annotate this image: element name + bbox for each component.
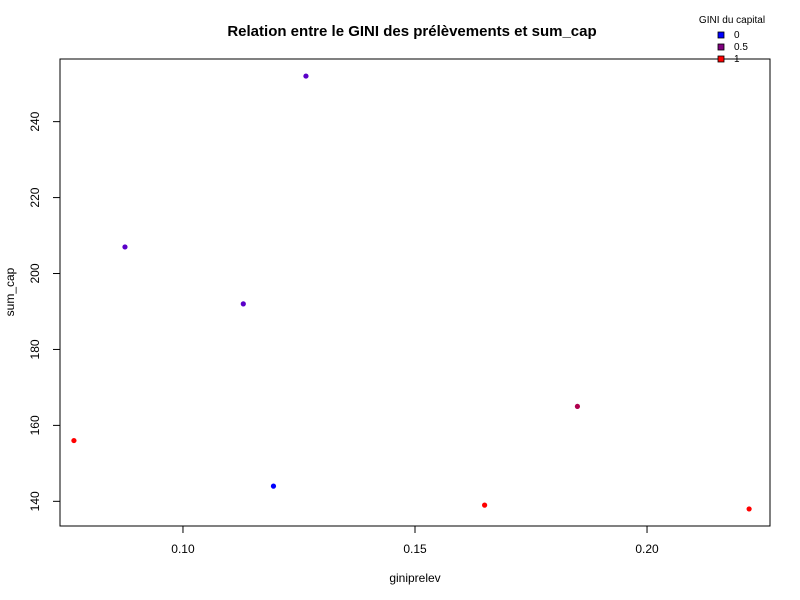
data-point — [303, 73, 309, 79]
y-tick-label: 200 — [28, 263, 42, 283]
legend-entry-label: 0.5 — [734, 42, 748, 53]
data-points — [71, 73, 752, 512]
y-tick-label: 220 — [28, 187, 42, 207]
x-tick-label: 0.15 — [403, 542, 427, 556]
legend-swatch — [717, 55, 725, 63]
x-axis-label: giniprelev — [389, 571, 440, 585]
y-tick-label: 140 — [28, 491, 42, 511]
data-point — [482, 502, 488, 508]
data-point — [71, 437, 77, 444]
y-axis: 140 160 180 200 220 240 — [28, 111, 60, 511]
data-point — [574, 403, 581, 410]
y-tick-label: 160 — [28, 415, 42, 435]
legend-entry-label: 0 — [734, 30, 740, 41]
legend-swatch — [717, 31, 725, 39]
legend-entry-label: 1 — [734, 54, 740, 65]
y-tick-label: 180 — [28, 339, 42, 359]
data-point — [122, 244, 128, 250]
y-axis-label: sum_cap — [3, 267, 17, 316]
y-tick-label: 240 — [28, 111, 42, 131]
x-axis: 0.10 0.15 0.20 — [171, 526, 659, 556]
legend-swatch — [717, 43, 725, 51]
data-point — [746, 506, 752, 512]
legend-title: GINI du capital — [699, 15, 765, 26]
plot-frame — [59, 58, 771, 527]
x-tick-label: 0.10 — [171, 542, 195, 556]
chart-title: Relation entre le GINI des prélèvements … — [227, 23, 596, 40]
data-point — [240, 301, 246, 307]
x-tick-label: 0.20 — [635, 542, 659, 556]
data-point — [270, 483, 277, 489]
legend: GINI du capital 00.51 — [699, 15, 765, 65]
